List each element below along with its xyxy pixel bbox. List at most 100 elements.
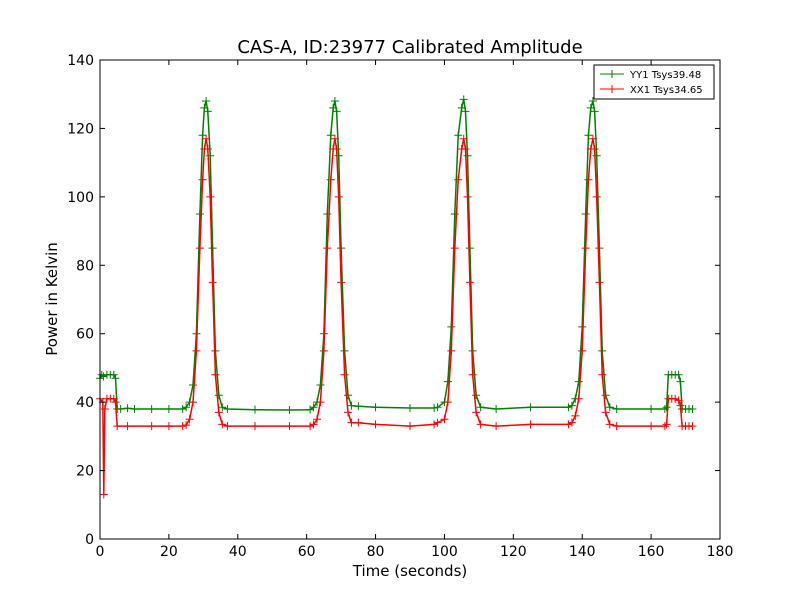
data-point [326, 175, 335, 184]
data-point [674, 396, 683, 405]
legend-label: YY1 Tsys39.48 [629, 70, 701, 81]
data-point [463, 151, 472, 160]
data-point [123, 404, 132, 413]
data-point [111, 374, 120, 383]
series-line-yy1 [99, 99, 693, 411]
data-point [178, 404, 187, 413]
series-line-xx1 [99, 138, 693, 495]
data-point [334, 192, 343, 201]
data-point [185, 415, 194, 424]
data-point [340, 346, 349, 355]
legend-box [593, 64, 715, 100]
data-point [492, 404, 501, 413]
data-point [223, 422, 232, 431]
data-point [662, 420, 671, 429]
y-tick-label: 60 [76, 327, 94, 343]
data-point [178, 422, 187, 431]
data-point [584, 175, 593, 184]
x-tick-label: 20 [160, 544, 178, 560]
ticks-layer: 0 20 40 60 80 100 120 140 160 180 0 20 40 60 80 100 120 1… [67, 53, 733, 560]
y-axis-label: Power in Kelvin [43, 242, 61, 356]
data-point [198, 175, 207, 184]
data-point [316, 398, 325, 407]
data-point [601, 408, 610, 417]
data-point [337, 278, 346, 287]
data-point [164, 404, 173, 413]
data-point [584, 131, 593, 140]
y-tick-label: 40 [76, 395, 94, 411]
data-point [182, 403, 191, 412]
data-point [214, 391, 223, 400]
legend-marker [608, 85, 616, 93]
data-point [211, 370, 220, 379]
data-point [612, 404, 621, 413]
data-point [214, 408, 223, 417]
data-point [202, 134, 211, 143]
data-point [99, 372, 108, 381]
data-point [208, 244, 217, 253]
chart-title: CAS-A, ID:23977 Calibrated Amplitude [237, 37, 582, 58]
data-point [578, 346, 587, 355]
data-point [326, 131, 335, 140]
data-point [586, 103, 595, 112]
data-point [598, 370, 607, 379]
data-point [406, 422, 414, 431]
y-tick-label: 120 [67, 121, 94, 137]
data-point [662, 403, 671, 412]
data-point [206, 192, 215, 201]
data-point [203, 144, 212, 153]
data-point [450, 244, 459, 253]
data-point [100, 404, 109, 413]
data-point [660, 422, 669, 431]
data-point [468, 370, 477, 379]
data-point [147, 404, 156, 413]
data-point [567, 418, 576, 427]
data-point [285, 422, 294, 431]
data-point [203, 107, 212, 116]
data-point [323, 244, 332, 253]
data-point [200, 103, 209, 112]
data-point [588, 134, 597, 143]
x-axis-label: Time (seconds) [352, 562, 468, 580]
data-point [526, 420, 535, 429]
data-point [330, 97, 339, 106]
data-point [595, 278, 604, 287]
data-point [581, 244, 590, 253]
data-point [454, 131, 463, 140]
data-point [592, 192, 601, 201]
data-point [111, 398, 120, 407]
series-yy1 [96, 95, 697, 415]
x-tick-label: 120 [500, 544, 527, 560]
x-tick-label: 180 [707, 544, 734, 560]
data-point [285, 406, 294, 415]
data-point [447, 346, 456, 355]
data-point [430, 420, 439, 429]
data-point [440, 415, 449, 424]
data-point [337, 244, 346, 253]
data-point [463, 192, 472, 201]
data-point [113, 422, 122, 431]
data-point [526, 403, 535, 412]
data-point [647, 404, 656, 413]
x-tick-label: 100 [431, 544, 458, 560]
data-point [443, 398, 452, 407]
data-point [461, 107, 470, 116]
data-point [472, 391, 481, 400]
data-point [309, 420, 318, 429]
data-point [371, 403, 380, 412]
plot-frame [99, 59, 721, 540]
data-point [605, 420, 614, 429]
data-point [574, 377, 583, 386]
data-point [465, 278, 474, 287]
data-point [492, 422, 501, 431]
data-point [189, 398, 197, 407]
series-layer [96, 95, 697, 499]
x-tick-label: 160 [638, 544, 665, 560]
data-point [430, 403, 439, 412]
data-point [459, 134, 468, 143]
data-point [688, 422, 697, 431]
data-point [433, 418, 442, 427]
data-point [332, 107, 341, 116]
data-point [189, 381, 197, 390]
x-tick-label: 40 [229, 544, 247, 560]
